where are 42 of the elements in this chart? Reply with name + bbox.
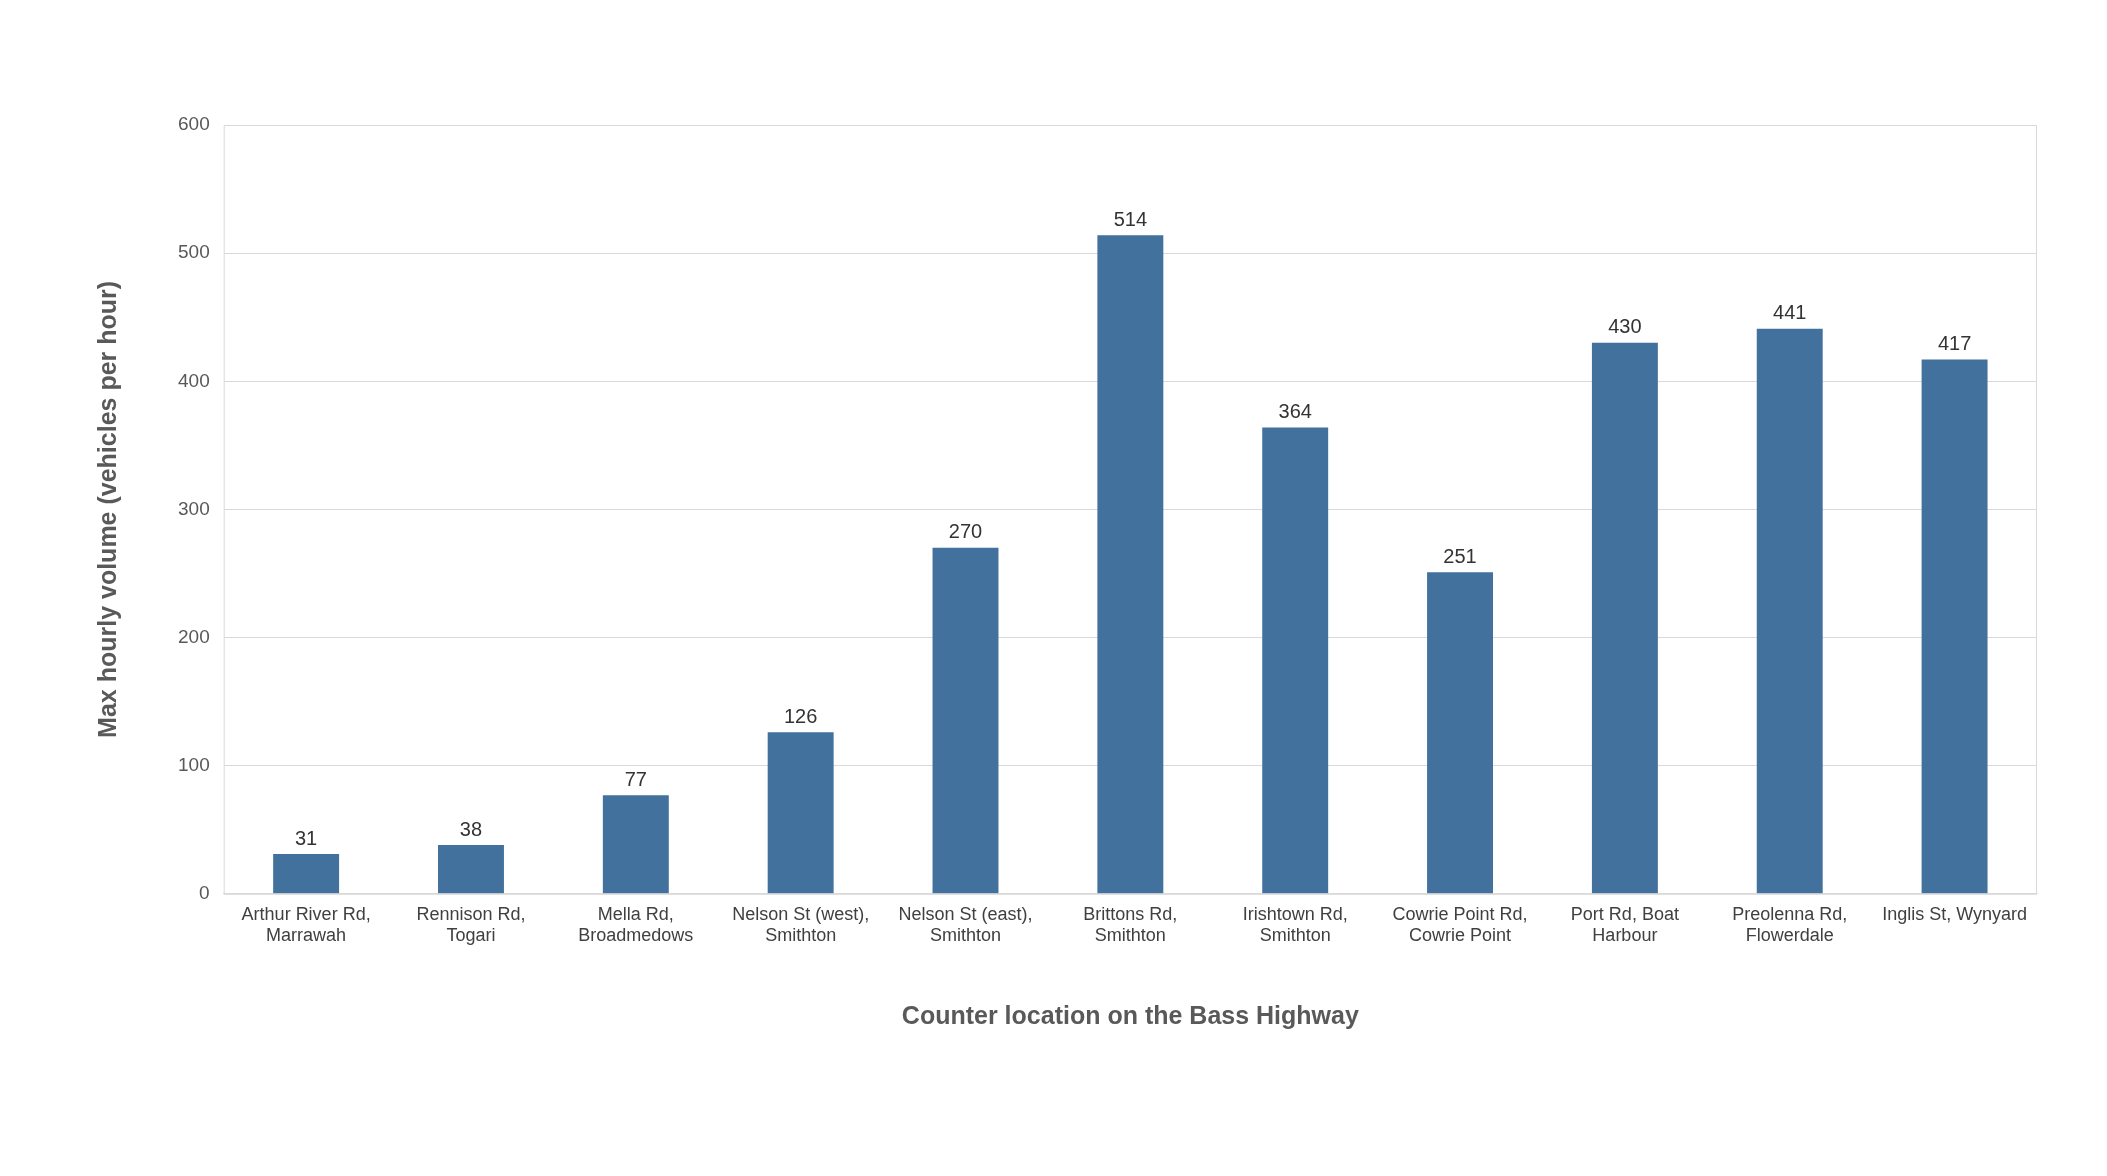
- y-tick-label: 400: [178, 369, 210, 391]
- data-label: 514: [1113, 207, 1148, 230]
- y-tick-label: 200: [178, 625, 210, 647]
- y-axis-title: Max hourly volume (vehicles per hour): [92, 280, 121, 738]
- x-tick-label: Rennison Rd, Togari: [416, 903, 526, 946]
- data-label: 270: [948, 520, 983, 543]
- bar: [1262, 427, 1329, 894]
- data-label: 31: [295, 826, 318, 849]
- x-tick-label: Nelson St (east), Smithton: [898, 903, 1033, 946]
- y-tick-label: 300: [178, 497, 210, 519]
- x-tick-label: Inglis St, Wynyard: [1882, 903, 2028, 924]
- data-label: 251: [1443, 544, 1477, 567]
- bar: [932, 547, 999, 894]
- bar: [1427, 572, 1494, 894]
- x-tick-label: Port Rd, Boat Harbour: [1570, 903, 1679, 946]
- bar: [1756, 328, 1823, 894]
- data-label: 77: [624, 767, 647, 790]
- data-label: 126: [783, 704, 818, 727]
- y-tick-label: 0: [199, 882, 210, 904]
- x-tick-label: Cowrie Point Rd, Cowrie Point: [1392, 903, 1528, 946]
- x-tick-label: Preolenna Rd, Flowerdale: [1732, 903, 1848, 946]
- data-label: 441: [1773, 301, 1807, 324]
- x-tick-label: Arthur River Rd, Marrawah: [241, 903, 371, 946]
- bar: [273, 854, 340, 894]
- bar: [767, 732, 834, 894]
- data-label: 38: [459, 817, 483, 840]
- data-label: 364: [1278, 399, 1312, 422]
- x-tick-label: Mella Rd, Broadmedows: [578, 903, 694, 946]
- y-tick-label: 100: [178, 753, 210, 775]
- x-axis-title: Counter location on the Bass Highway: [901, 1000, 1359, 1029]
- x-tick-label: Brittons Rd, Smithton: [1083, 903, 1178, 946]
- y-tick-label: 600: [178, 113, 210, 135]
- bar: [1097, 235, 1164, 894]
- y-tick-label: 500: [178, 241, 210, 263]
- x-tick-label: Nelson St (west), Smithton: [732, 903, 870, 946]
- bar: [1921, 359, 1988, 894]
- bar: [438, 845, 504, 894]
- data-label: 417: [1937, 332, 1972, 354]
- x-tick-label: Irishtown Rd, Smithton: [1242, 903, 1348, 946]
- bar: [1591, 342, 1658, 894]
- bar: [602, 795, 669, 894]
- data-label: 430: [1608, 315, 1642, 338]
